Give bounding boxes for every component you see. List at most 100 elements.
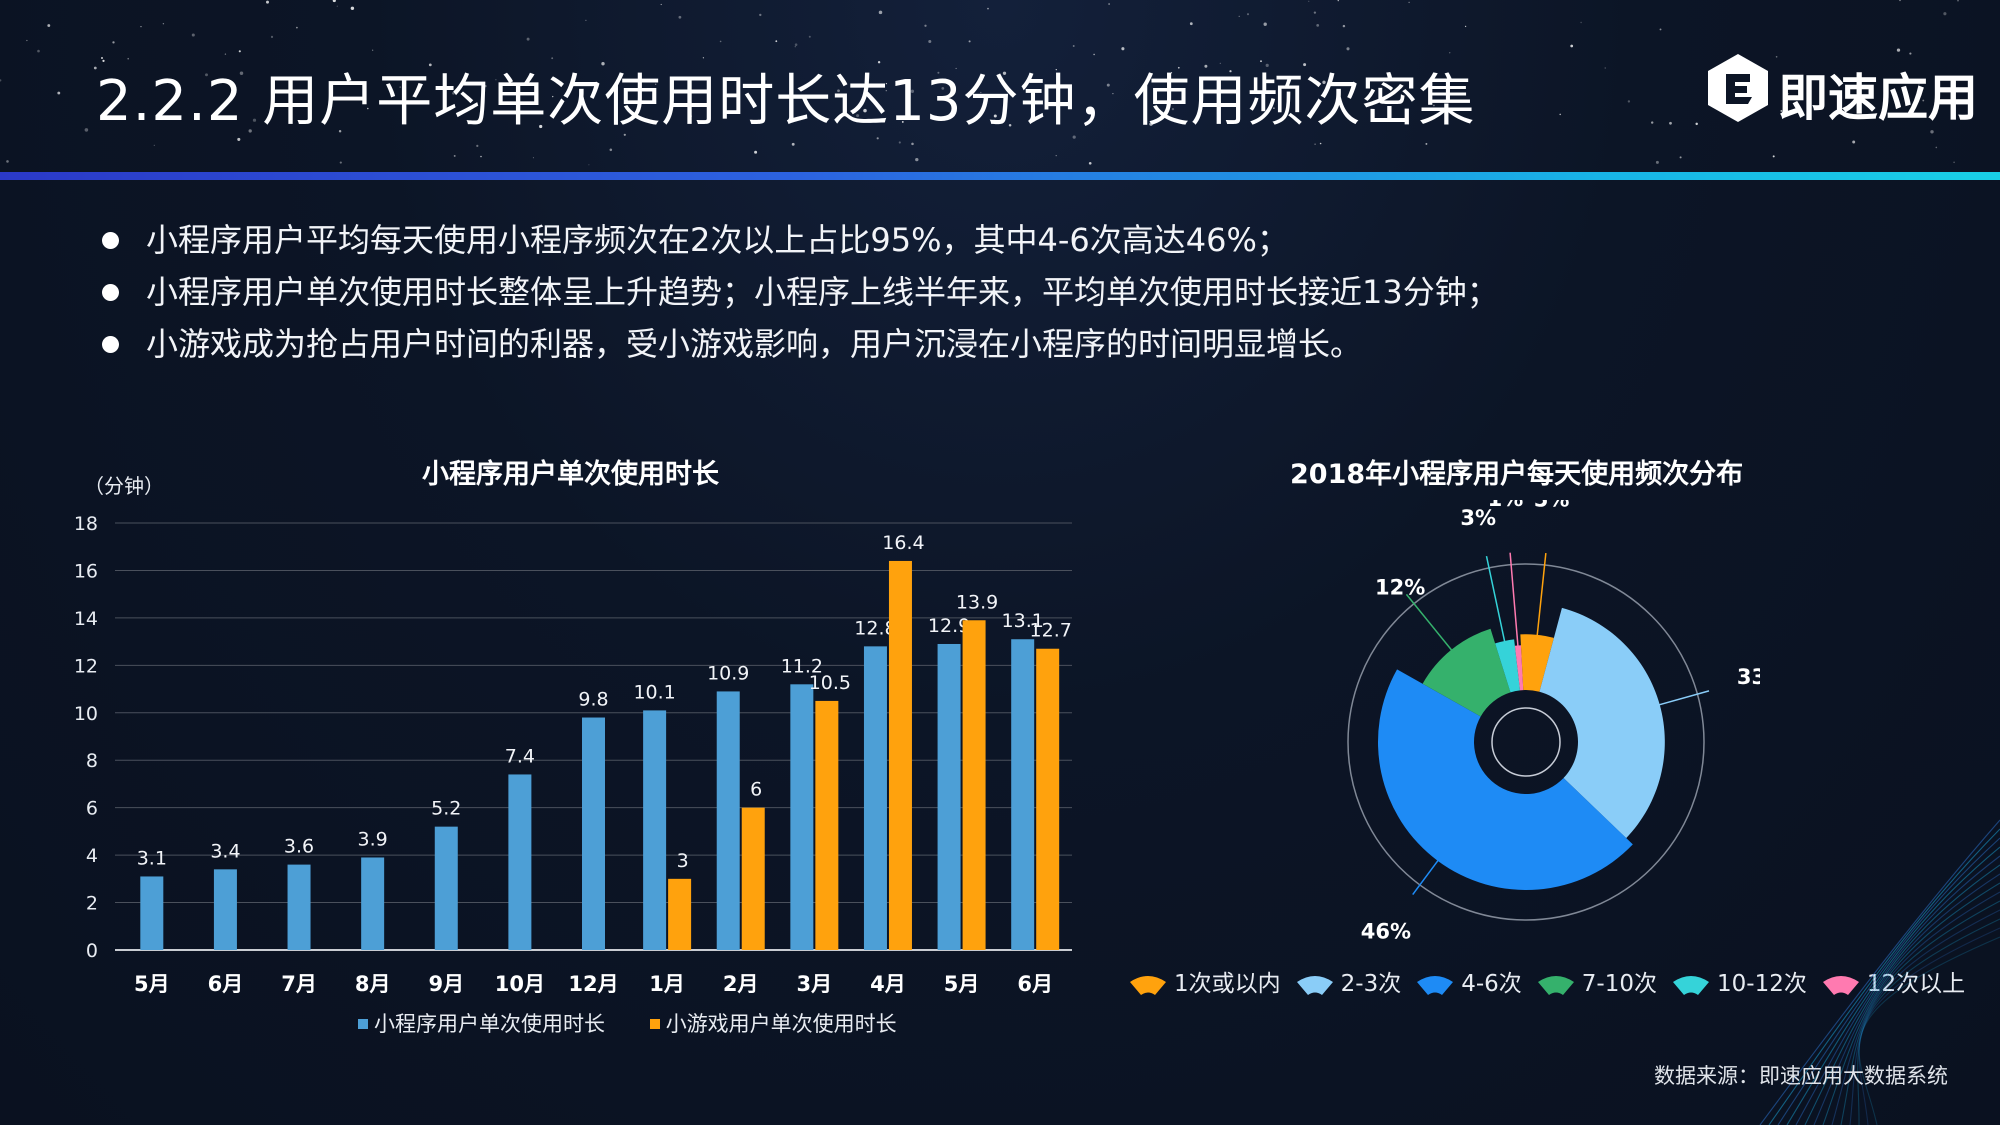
star-dot	[1780, 109, 1783, 112]
bar-miniprogram	[508, 774, 532, 950]
star-dot	[1055, 68, 1057, 71]
star-dot	[495, 79, 497, 81]
y-tick-label: 16	[74, 560, 98, 582]
wave-line	[1768, 828, 2000, 1125]
star-dot	[1171, 107, 1175, 111]
pie-percent-label: 5%	[1534, 500, 1570, 511]
bar-miniprogram	[287, 864, 311, 950]
wave-line	[1858, 927, 2000, 1125]
star-dot	[856, 114, 860, 118]
x-tick-label: 2月	[723, 972, 759, 996]
star-dot	[655, 83, 657, 85]
star-dot	[506, 77, 508, 79]
legend-fan-icon	[1417, 976, 1454, 995]
star-dot	[1464, 80, 1466, 82]
star-dot	[350, 6, 355, 11]
star-dot	[898, 141, 901, 144]
star-dot	[532, 157, 534, 159]
star-dot	[1922, 99, 1925, 102]
star-dot	[911, 142, 914, 146]
bar-minigame	[815, 700, 839, 950]
pie-slice	[1378, 669, 1633, 891]
star-dot	[153, 144, 155, 147]
data-label: 3.1	[137, 847, 167, 869]
star-dot	[863, 108, 867, 113]
star-dot	[1852, 140, 1856, 144]
star-dot	[702, 57, 705, 59]
wave-line	[1795, 855, 2000, 1125]
star-dot	[588, 164, 590, 166]
data-label: 5.2	[431, 798, 461, 820]
wave-line	[1840, 900, 2000, 1125]
data-label: 3	[677, 850, 689, 872]
bar-miniprogram	[863, 646, 887, 950]
star-dot	[1425, 142, 1428, 145]
brand-logo: 即速应用	[1704, 52, 1978, 128]
x-tick-label: 12月	[568, 972, 618, 996]
x-tick-label: 5月	[134, 972, 170, 996]
star-dot	[1072, 135, 1076, 139]
star-dot	[539, 124, 543, 129]
data-label: 12.8	[854, 617, 896, 639]
x-tick-label: 8月	[355, 972, 391, 996]
data-label: 7.4	[505, 745, 535, 767]
pie-slice	[1520, 634, 1554, 692]
x-tick-label: 3月	[797, 972, 833, 996]
page-title: 2.2.2 用户平均单次使用时长达13分钟，使用频次密集	[96, 69, 1476, 134]
bullet-item: 小游戏成为抢占用户时间的利器，受小游戏影响，用户沉浸在小程序的时间明显增长。	[100, 318, 1499, 370]
pie-center-ring	[1491, 707, 1561, 777]
star-dot	[1346, 47, 1350, 51]
legend-label: 10-12次	[1717, 971, 1807, 997]
star-dot	[955, 67, 957, 69]
star-dot	[336, 5, 338, 7]
star-dot	[1316, 24, 1320, 27]
y-tick-label: 0	[86, 940, 98, 962]
data-label: 3.6	[284, 836, 314, 858]
title-divider-bar	[0, 172, 2000, 180]
wave-line	[1857, 918, 2000, 1125]
data-label: 10.5	[809, 672, 851, 694]
wave-line	[1786, 846, 2000, 1125]
data-label: 16.4	[882, 532, 924, 554]
pie-leader-line	[1485, 555, 1507, 649]
bullet-text: 小程序用户单次使用时长整体呈上升趋势；小程序上线半年来，平均单次使用时长接近13…	[146, 273, 1499, 311]
star-dot	[1604, 67, 1606, 69]
bar-miniprogram	[716, 691, 740, 950]
wave-line	[1777, 837, 2000, 1125]
star-dot	[266, 118, 270, 121]
summary-bullet-list: 小程序用户平均每天使用小程序频次在2次以上占比95%，其中4-6次高达46%； …	[100, 214, 1499, 370]
star-dot	[1957, 0, 1959, 2]
star-dot	[127, 57, 129, 60]
star-dot	[1263, 22, 1267, 26]
star-dot	[1775, 55, 1778, 58]
wave-line	[1813, 873, 2000, 1125]
bar-miniprogram	[140, 876, 164, 950]
star-dot	[1896, 48, 1901, 52]
star-dot	[980, 91, 982, 94]
bar-miniprogram	[643, 710, 667, 950]
x-tick-label: 10月	[495, 972, 545, 996]
star-dot	[1008, 123, 1012, 127]
star-dot	[1627, 100, 1631, 103]
star-dot	[623, 133, 626, 136]
star-dot	[924, 24, 927, 27]
pie-chart: 5% 33% 46% 12% 3%1%	[1347, 500, 1760, 940]
y-tick-label: 8	[86, 750, 98, 772]
star-dot	[1106, 83, 1110, 87]
pie-percent-label: 12%	[1375, 576, 1425, 600]
bar-miniprogram	[361, 857, 385, 950]
star-dot	[239, 71, 244, 76]
star-dot	[1149, 122, 1153, 126]
star-dot	[6, 160, 9, 163]
star-dot	[552, 95, 554, 98]
pie-legend-item: 10-12次	[1671, 964, 1807, 998]
star-dot	[1772, 155, 1775, 158]
star-dot	[1177, 66, 1180, 69]
star-dot	[476, 144, 479, 148]
legend-label: 12次以上	[1866, 971, 1966, 997]
star-dot	[1838, 100, 1843, 104]
x-tick-label: 7月	[281, 972, 317, 996]
star-dot	[480, 155, 482, 158]
star-dot	[102, 59, 105, 63]
star-dot	[1319, 142, 1322, 145]
